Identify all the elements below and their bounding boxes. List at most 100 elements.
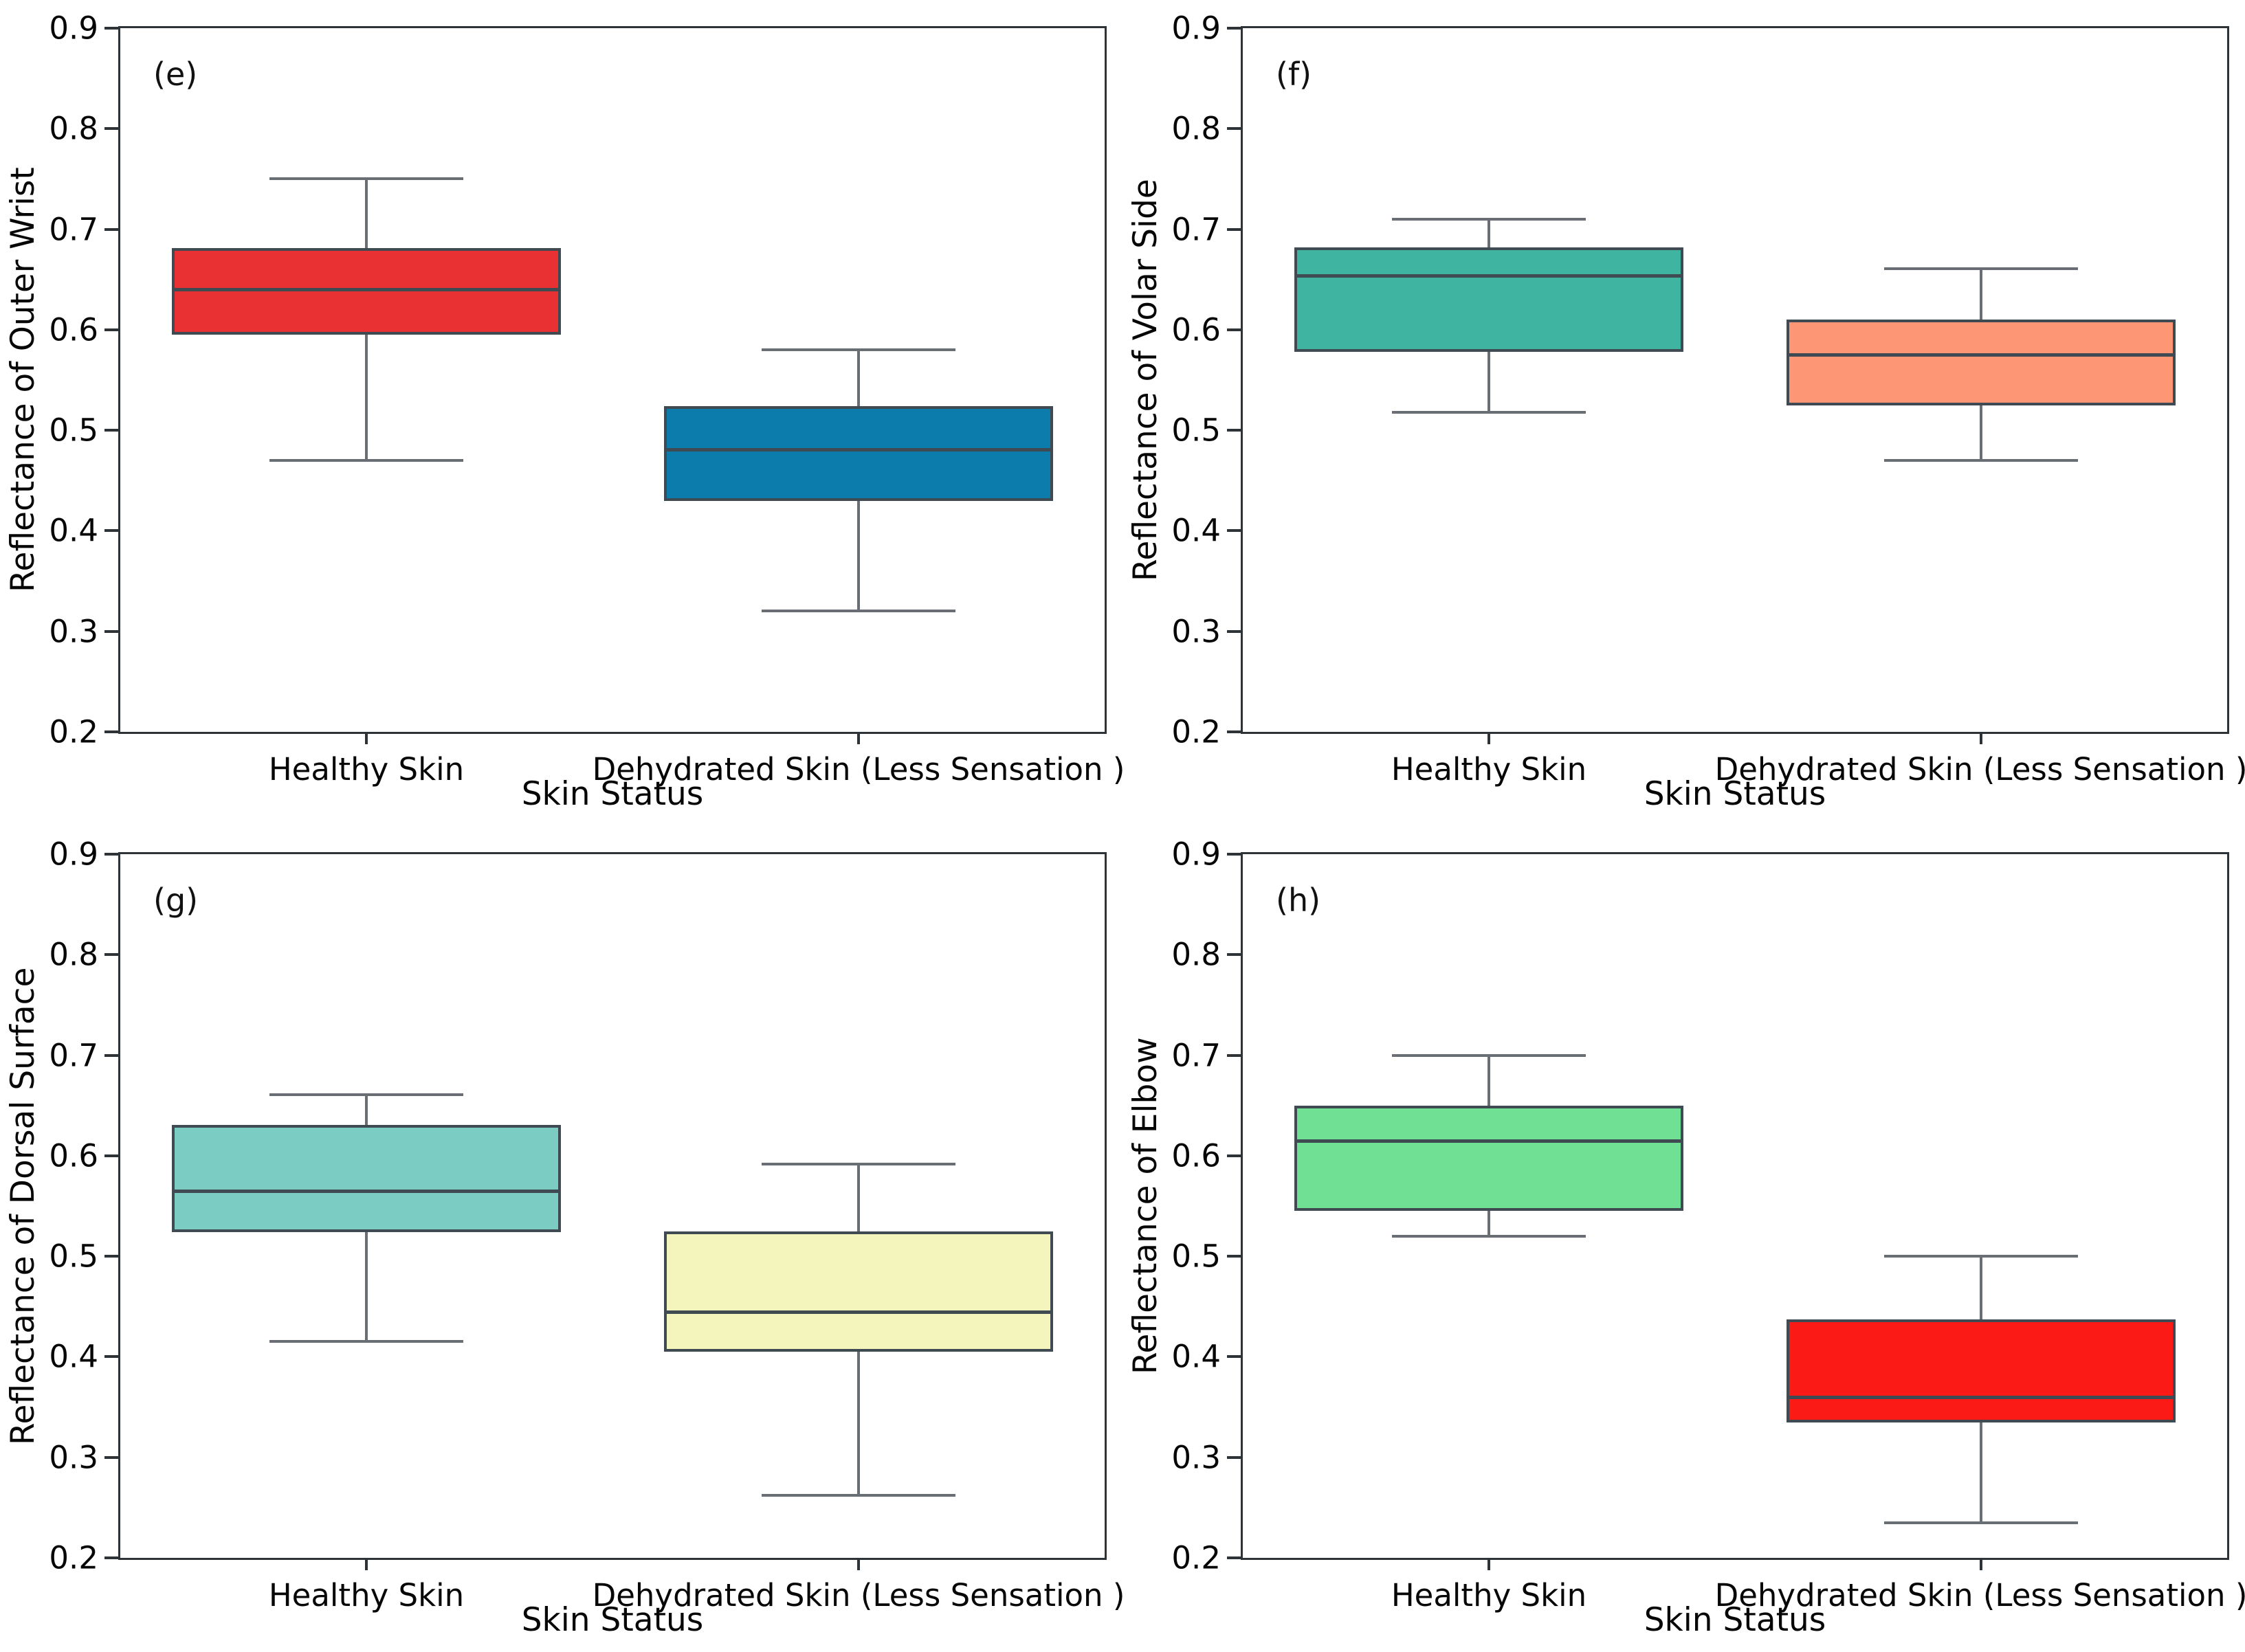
- median-line: [1787, 1395, 2176, 1399]
- y-tick-mark: [104, 1053, 118, 1057]
- y-tick-label: 0.6: [49, 311, 98, 348]
- y-tick-label: 0.4: [49, 1338, 98, 1375]
- y-tick-mark: [1227, 1455, 1241, 1459]
- whisker-cap-low: [269, 459, 464, 462]
- y-tick-label: 0.2: [1171, 713, 1221, 750]
- y-tick-label: 0.5: [49, 1238, 98, 1275]
- y-tick-mark: [1227, 227, 1241, 231]
- y-tick-mark: [104, 629, 118, 633]
- box-dehydrated: [1787, 1319, 2176, 1422]
- y-tick-mark: [1227, 629, 1241, 633]
- whisker-cap-high: [1391, 1053, 1586, 1057]
- y-tick-label: 0.2: [49, 713, 98, 750]
- y-tick-label: 0.5: [1171, 412, 1221, 449]
- whisker-cap-high: [761, 348, 956, 352]
- y-tick-mark: [104, 429, 118, 432]
- x-axis-label: Skin Status: [1644, 775, 1826, 813]
- y-tick-label: 0.9: [1171, 836, 1221, 873]
- plot-area: (f) 0.9 0.8 0.7 0.6 0.5 0.4 0.3 0.2 Healthy Skin…: [1171, 10, 2245, 788]
- y-tick-label: 0.8: [49, 936, 98, 973]
- panel-letter: (e): [153, 56, 198, 93]
- y-tick-mark: [104, 1355, 118, 1359]
- box-dehydrated: [664, 1231, 1053, 1352]
- y-tick-label: 0.3: [49, 613, 98, 650]
- y-tick-label: 0.4: [49, 512, 98, 549]
- x-tick-mark: [1488, 1558, 1490, 1570]
- y-tick-mark: [1227, 529, 1241, 533]
- x-tick-mark: [1980, 732, 1982, 744]
- y-axis-label: Reflectance of Volar Side: [1127, 179, 1164, 581]
- whisker-cap-low: [1391, 410, 1586, 414]
- y-tick-mark: [104, 1154, 118, 1157]
- subplot-e-outer-wrist: Reflectance of Outer Wrist (e) 0.9 0.8 0.7…: [0, 0, 1125, 826]
- median-line: [1787, 353, 2176, 357]
- y-tick-mark: [104, 27, 118, 30]
- y-tick-mark: [104, 730, 118, 733]
- y-tick-label: 0.9: [49, 836, 98, 873]
- y-tick-label: 0.9: [49, 10, 98, 47]
- y-tick-label: 0.2: [49, 1539, 98, 1576]
- x-tick-mark: [365, 732, 368, 744]
- box-healthy: [1294, 1105, 1683, 1212]
- whisker-cap-low: [1883, 1521, 2079, 1524]
- x-axis-label: Skin Status: [521, 775, 704, 813]
- x-tick-mark: [857, 1558, 860, 1570]
- y-tick-label: 0.8: [1171, 936, 1221, 973]
- x-tick-mark: [365, 1558, 368, 1570]
- panel-letter: (f): [1276, 56, 1312, 93]
- y-tick-label: 0.6: [49, 1137, 98, 1174]
- subplot-g-dorsal-surface: Reflectance of Dorsal Surface (g) 0.9 0.8…: [0, 826, 1125, 1652]
- median-line: [172, 288, 561, 292]
- x-tick-label: Dehydrated Skin (Less Sensation ): [592, 1577, 1125, 1614]
- y-tick-label: 0.4: [1171, 1338, 1221, 1375]
- plot-area: (e) 0.9 0.8 0.7 0.6 0.5 0.4 0.3 0.2 Healthy Skin…: [49, 10, 1125, 788]
- y-tick-label: 0.8: [1171, 110, 1221, 147]
- y-axis-label: Reflectance of Elbow: [1127, 1037, 1164, 1375]
- x-axis-label: Skin Status: [521, 1601, 704, 1639]
- y-tick-mark: [1227, 127, 1241, 131]
- y-tick-mark: [104, 328, 118, 331]
- panel-letter: (g): [153, 882, 199, 919]
- panel-letter: (h): [1276, 882, 1321, 919]
- x-tick-mark: [1980, 1558, 1982, 1570]
- y-tick-label: 0.7: [49, 211, 98, 248]
- median-line: [664, 447, 1053, 451]
- y-tick-label: 0.9: [1171, 10, 1221, 47]
- x-tick-label: Healthy Skin: [268, 1577, 465, 1614]
- median-line: [1294, 274, 1683, 278]
- whisker-cap-low: [761, 1494, 956, 1497]
- median-line: [1294, 1139, 1683, 1143]
- x-tick-mark: [857, 732, 860, 744]
- x-axis-label: Skin Status: [1644, 1601, 1826, 1639]
- y-tick-mark: [104, 953, 118, 957]
- median-line: [172, 1190, 561, 1194]
- y-tick-mark: [1227, 1355, 1241, 1359]
- y-tick-mark: [104, 1255, 118, 1258]
- y-tick-label: 0.2: [1171, 1539, 1221, 1576]
- y-tick-label: 0.5: [49, 412, 98, 449]
- whisker-cap-high: [761, 1162, 956, 1165]
- subplot-f-volar-side: Reflectance of Volar Side (f) 0.9 0.8 0.7 0…: [1122, 0, 2245, 826]
- whisker-cap-high: [1391, 217, 1586, 221]
- y-tick-label: 0.6: [1171, 311, 1221, 348]
- y-tick-mark: [104, 853, 118, 856]
- box-healthy: [1294, 247, 1683, 353]
- whisker-cap-high: [269, 177, 464, 181]
- y-tick-label: 0.6: [1171, 1137, 1221, 1174]
- y-tick-mark: [1227, 328, 1241, 331]
- subplot-h-elbow: Reflectance of Elbow (h) 0.9 0.8 0.7 0.6 0.5…: [1122, 826, 2245, 1652]
- y-tick-mark: [1227, 953, 1241, 957]
- whisker-cap-low: [761, 610, 956, 613]
- y-axis-label: Reflectance of Outer Wrist: [4, 167, 42, 593]
- whisker-cap-high: [269, 1093, 464, 1096]
- whisker-cap-low: [1391, 1234, 1586, 1238]
- y-tick-mark: [104, 529, 118, 533]
- box-healthy: [172, 1124, 561, 1233]
- y-tick-mark: [104, 227, 118, 231]
- y-tick-mark: [1227, 429, 1241, 432]
- y-tick-mark: [1227, 1053, 1241, 1057]
- y-tick-label: 0.3: [49, 1439, 98, 1476]
- plot-area: (h) 0.9 0.8 0.7 0.6 0.5 0.4 0.3 0.2 Healthy Skin…: [1171, 836, 2245, 1614]
- y-axis-label: Reflectance of Dorsal Surface: [4, 967, 42, 1445]
